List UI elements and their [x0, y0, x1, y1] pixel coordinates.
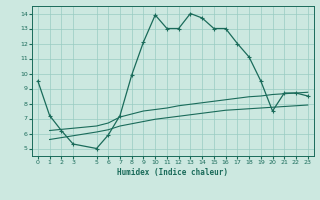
X-axis label: Humidex (Indice chaleur): Humidex (Indice chaleur) [117, 168, 228, 177]
